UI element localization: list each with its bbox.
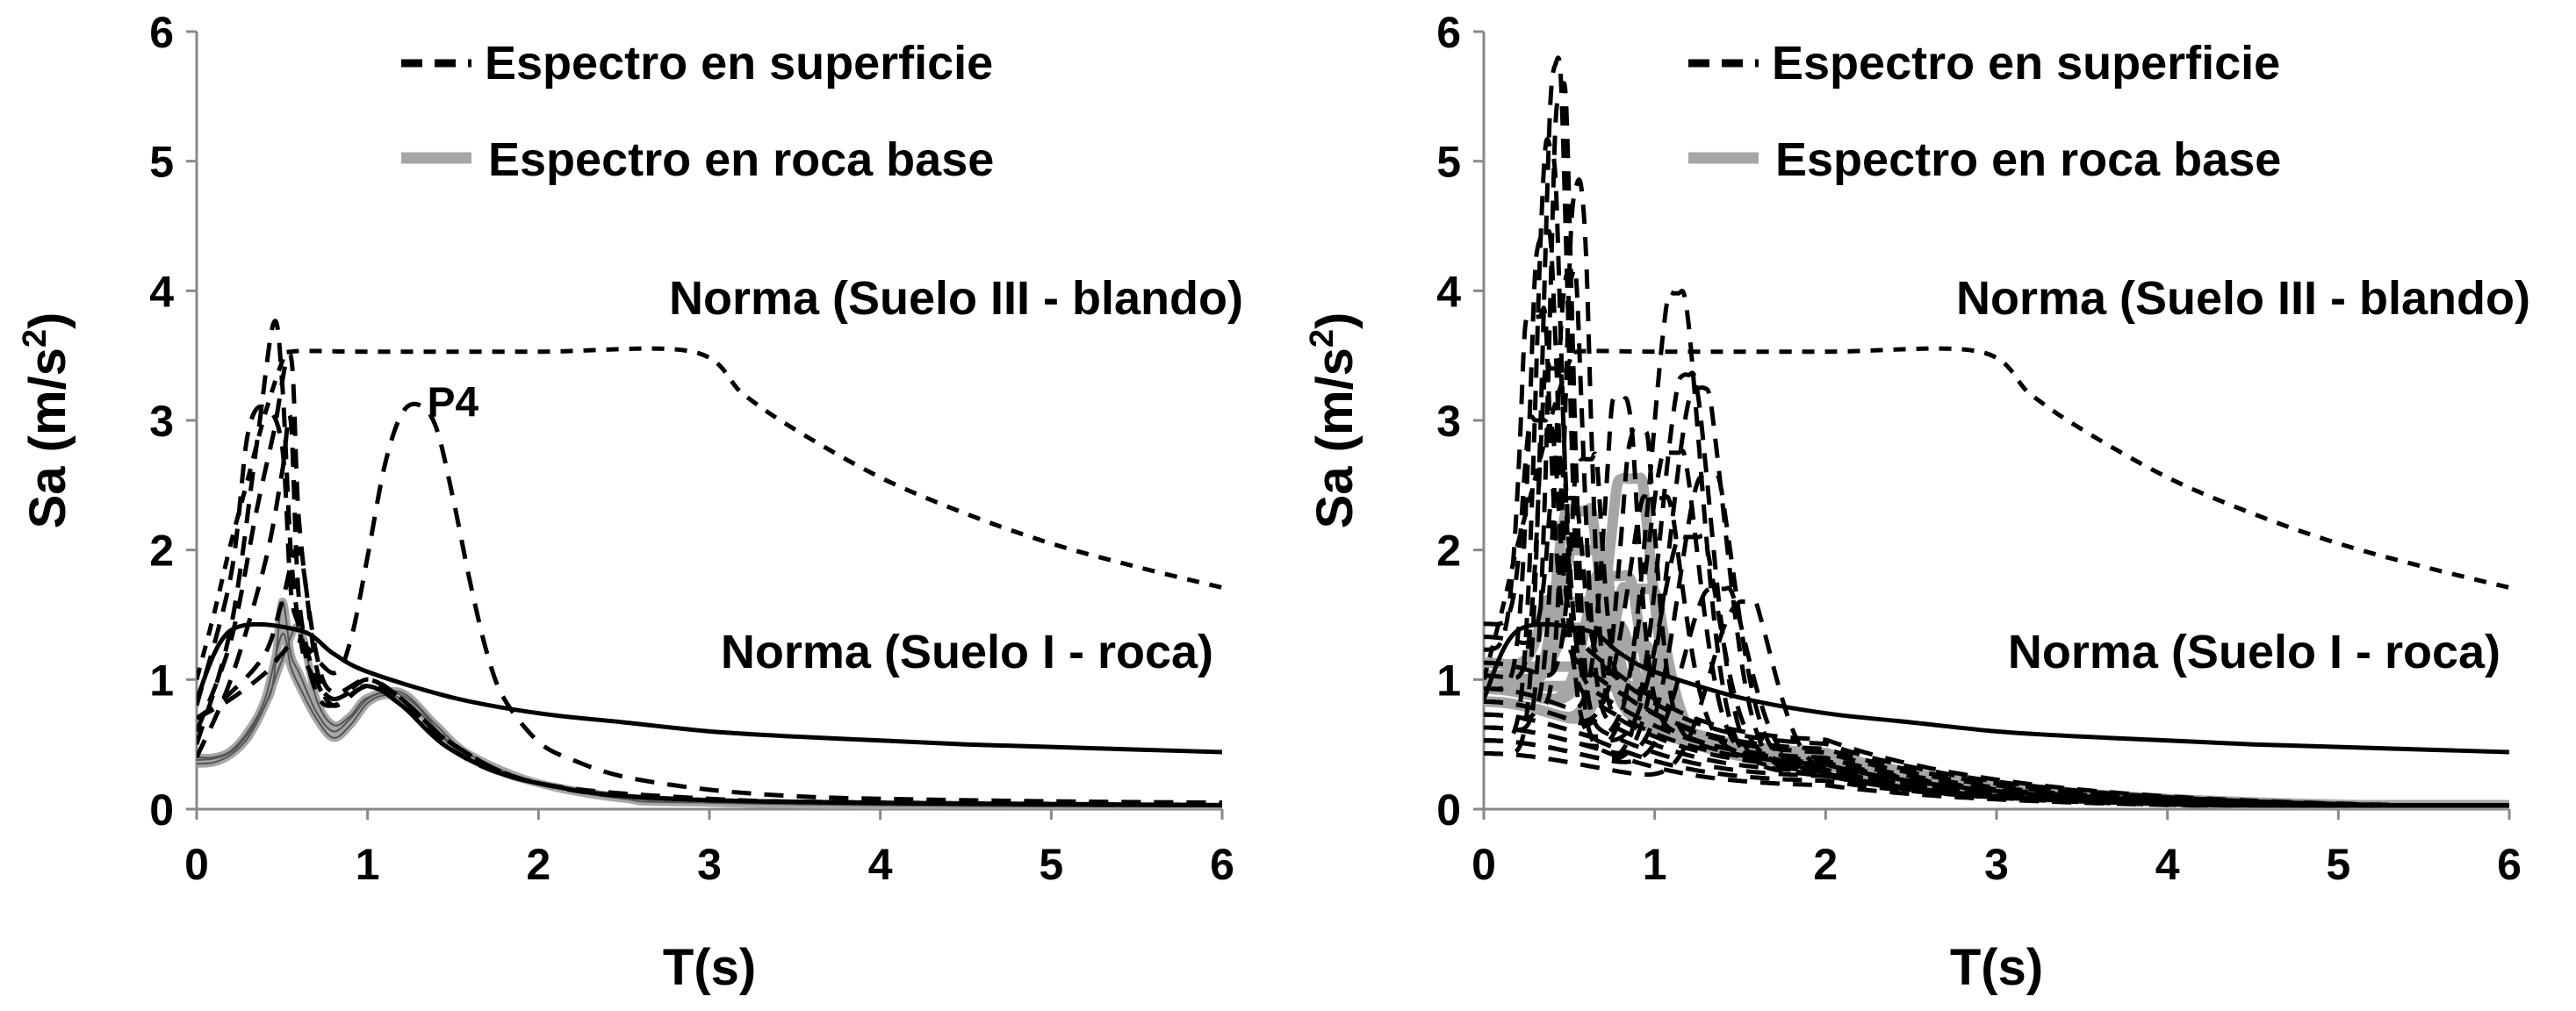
surface-spectrum-line bbox=[197, 351, 1222, 808]
x-tick-label: 1 bbox=[356, 840, 380, 889]
x-tick-label: 4 bbox=[868, 840, 893, 889]
y-tick-label: 3 bbox=[1436, 397, 1461, 446]
data-series-group bbox=[1484, 55, 2509, 809]
y-tick-label: 2 bbox=[1436, 527, 1461, 576]
legend: Espectro en superficie Espectro en roca b… bbox=[1688, 37, 2281, 186]
surface-spectrum-line bbox=[197, 412, 1222, 808]
legend-label-surface: Espectro en superficie bbox=[1772, 37, 2280, 90]
x-axis-title: T(s) bbox=[663, 939, 756, 996]
x-axis-title: T(s) bbox=[1950, 939, 2043, 996]
surface-spectrum-line bbox=[1484, 533, 2509, 808]
y-tick-label: 5 bbox=[1436, 138, 1461, 187]
x-tick-label: 3 bbox=[697, 840, 722, 889]
x-tick-label: 0 bbox=[184, 840, 209, 889]
x-tick-label: 6 bbox=[2497, 840, 2522, 889]
annotation-norma-suelo-I: Norma (Suelo I - roca) bbox=[721, 626, 1213, 678]
legend-label-surface: Espectro en superficie bbox=[485, 37, 993, 90]
y-axis-title: Sa (m/s2) bbox=[17, 312, 76, 529]
y-tick-label: 2 bbox=[149, 527, 174, 576]
x-tick-label: 2 bbox=[526, 840, 550, 889]
annotation-norma-suelo-III: Norma (Suelo III - blando) bbox=[1956, 272, 2530, 325]
x-tick-label: 3 bbox=[1984, 840, 2009, 889]
x-tick-label: 6 bbox=[1210, 840, 1234, 889]
x-tick-label: 5 bbox=[2326, 840, 2350, 889]
y-tick-label: 3 bbox=[149, 397, 174, 446]
norma-suelo-III-line bbox=[197, 346, 1222, 680]
chart-panel-right: 0 1 2 3 4 5 6 0 1 2 3 4 5 6 T(s) Sa (m/s2) Espectro en s… bbox=[1304, 8, 2530, 996]
surface-spectrum-line bbox=[197, 546, 1222, 808]
x-tick-label: 2 bbox=[1813, 840, 1838, 889]
y-tick-label: 4 bbox=[149, 267, 174, 316]
chart-panel-left: 0 1 2 3 4 5 6 0 1 2 3 4 5 6 T(s) Sa (m/s2) Espectro en s… bbox=[17, 8, 1243, 996]
y-tick-label: 4 bbox=[1436, 267, 1461, 316]
y-tick-label: 1 bbox=[149, 656, 174, 705]
data-series-group bbox=[197, 319, 1222, 809]
x-tick-label: 5 bbox=[1039, 840, 1063, 889]
y-tick-label: 6 bbox=[1436, 8, 1461, 57]
annotation-norma-suelo-I: Norma (Suelo I - roca) bbox=[2008, 626, 2500, 678]
y-tick-label: 6 bbox=[149, 8, 174, 57]
y-tick-label: 0 bbox=[149, 785, 174, 835]
x-tick-label: 1 bbox=[1643, 840, 1667, 889]
legend-label-rock: Espectro en roca base bbox=[1775, 133, 2281, 186]
y-tick-label: 5 bbox=[149, 138, 174, 187]
x-tick-label: 0 bbox=[1471, 840, 1496, 889]
annotation-norma-suelo-III: Norma (Suelo III - blando) bbox=[669, 272, 1243, 325]
svg-text:Sa (m/s2): Sa (m/s2) bbox=[1304, 312, 1364, 529]
legend-label-rock: Espectro en roca base bbox=[488, 133, 994, 186]
y-axis-title: Sa (m/s2) bbox=[1304, 312, 1364, 529]
x-tick-label: 4 bbox=[2155, 840, 2180, 889]
norma-suelo-III-line bbox=[1484, 346, 2509, 680]
surface-spectrum-line bbox=[1484, 598, 2509, 808]
y-tick-label: 1 bbox=[1436, 656, 1461, 705]
svg-text:Sa (m/s2): Sa (m/s2) bbox=[17, 312, 76, 529]
y-tick-label: 0 bbox=[1436, 785, 1461, 835]
surface-spectrum-line bbox=[197, 401, 1222, 806]
legend: Espectro en superficie Espectro en roca b… bbox=[401, 37, 994, 186]
surface-spectrum-line bbox=[1484, 55, 2509, 808]
rock-spectrum-outline bbox=[197, 626, 1222, 807]
annotation-p4: P4 bbox=[428, 379, 479, 426]
